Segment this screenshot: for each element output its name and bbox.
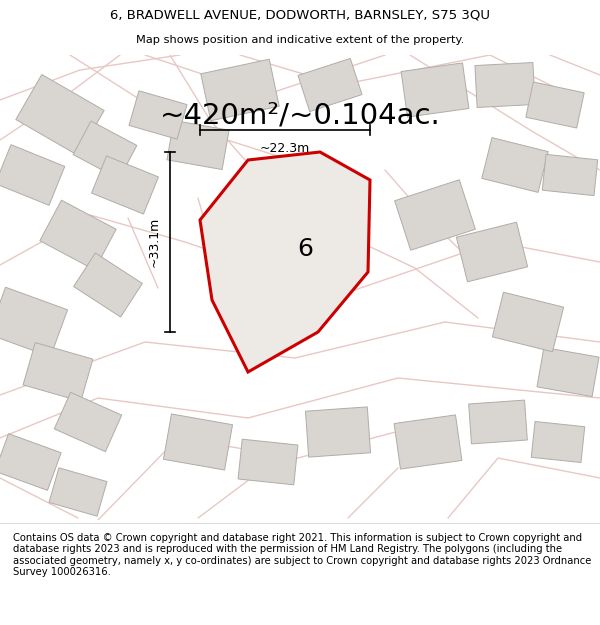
Polygon shape [200, 152, 370, 372]
Polygon shape [49, 468, 107, 516]
Polygon shape [305, 407, 371, 457]
Polygon shape [537, 348, 599, 396]
Text: ~420m²/~0.104ac.: ~420m²/~0.104ac. [160, 101, 440, 129]
Polygon shape [23, 342, 93, 401]
Polygon shape [298, 58, 362, 112]
Text: Map shows position and indicative extent of the property.: Map shows position and indicative extent… [136, 34, 464, 44]
Polygon shape [167, 121, 229, 169]
Polygon shape [16, 74, 104, 156]
Polygon shape [0, 288, 68, 357]
Polygon shape [469, 400, 527, 444]
Polygon shape [401, 63, 469, 117]
Polygon shape [0, 144, 65, 206]
Polygon shape [542, 154, 598, 196]
Text: 6, BRADWELL AVENUE, DODWORTH, BARNSLEY, S75 3QU: 6, BRADWELL AVENUE, DODWORTH, BARNSLEY, … [110, 9, 490, 22]
Polygon shape [238, 439, 298, 485]
Polygon shape [129, 91, 187, 139]
Text: Contains OS data © Crown copyright and database right 2021. This information is : Contains OS data © Crown copyright and d… [13, 532, 592, 578]
Polygon shape [475, 62, 535, 107]
Polygon shape [54, 392, 122, 452]
Polygon shape [201, 59, 279, 121]
Polygon shape [394, 415, 462, 469]
Text: ~22.3m: ~22.3m [260, 141, 310, 154]
Polygon shape [482, 138, 548, 192]
Polygon shape [163, 414, 233, 470]
Polygon shape [74, 253, 142, 317]
Polygon shape [92, 156, 158, 214]
Polygon shape [0, 434, 61, 491]
Text: ~33.1m: ~33.1m [148, 217, 161, 267]
Polygon shape [526, 82, 584, 128]
Polygon shape [493, 292, 563, 352]
Polygon shape [457, 222, 527, 282]
Polygon shape [531, 421, 585, 462]
Polygon shape [40, 200, 116, 270]
Polygon shape [395, 180, 475, 250]
Text: 6: 6 [298, 236, 314, 261]
Polygon shape [73, 121, 137, 179]
